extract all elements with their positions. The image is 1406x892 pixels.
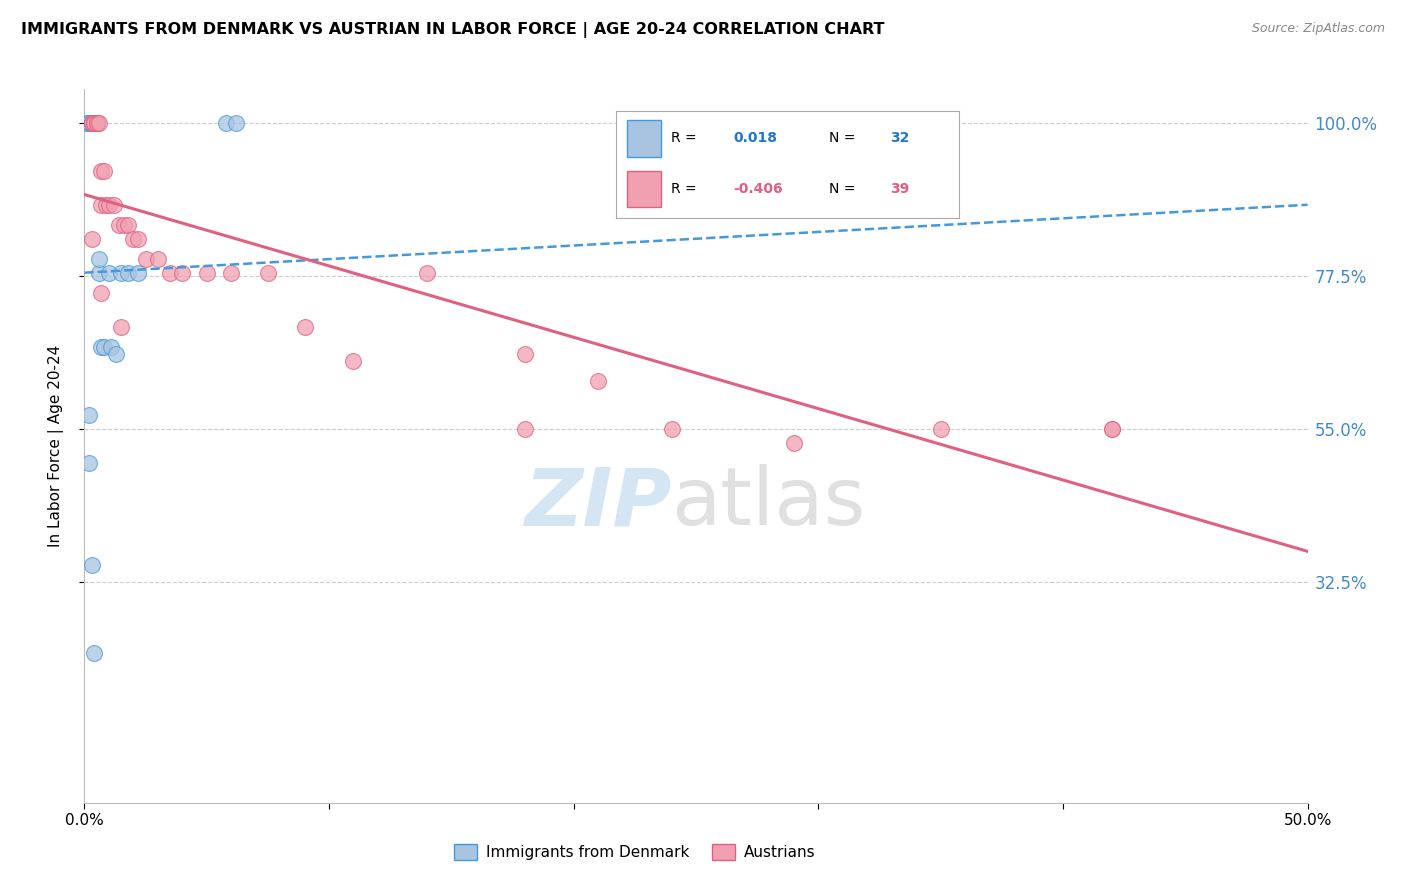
- Point: [929, 422, 952, 436]
- Point: [83, 116, 105, 130]
- Point: [80, 116, 103, 130]
- Text: IMMIGRANTS FROM DENMARK VS AUSTRIAN IN LABOR FORCE | AGE 20-24 CORRELATION CHART: IMMIGRANTS FROM DENMARK VS AUSTRIAN IN L…: [21, 22, 884, 38]
- Point: [76, 116, 98, 130]
- Point: [80, 116, 103, 130]
- Point: [127, 232, 149, 246]
- Point: [77, 116, 100, 130]
- Point: [146, 252, 169, 266]
- Point: [83, 116, 105, 130]
- Point: [342, 354, 364, 368]
- Point: [416, 266, 439, 280]
- Point: [661, 422, 683, 436]
- Point: [80, 116, 103, 130]
- Point: [93, 163, 115, 178]
- Point: [127, 266, 149, 280]
- Point: [80, 116, 103, 130]
- Point: [86, 116, 108, 130]
- Point: [80, 558, 103, 572]
- Point: [83, 116, 105, 130]
- Point: [90, 198, 112, 212]
- Point: [86, 116, 108, 130]
- Point: [1101, 422, 1123, 436]
- Point: [83, 116, 105, 130]
- Point: [513, 347, 536, 361]
- Point: [86, 116, 108, 130]
- Point: [87, 266, 110, 280]
- Point: [90, 163, 112, 178]
- Point: [96, 198, 118, 212]
- Point: [90, 286, 112, 301]
- Point: [225, 116, 247, 130]
- Point: [83, 116, 105, 130]
- Point: [172, 266, 194, 280]
- Text: ZIP: ZIP: [524, 464, 672, 542]
- Point: [93, 341, 115, 355]
- Point: [294, 320, 316, 334]
- Point: [87, 252, 110, 266]
- Point: [86, 116, 108, 130]
- Point: [112, 218, 135, 232]
- Point: [783, 435, 806, 450]
- Point: [257, 266, 280, 280]
- Point: [215, 116, 238, 130]
- Point: [195, 266, 218, 280]
- Point: [219, 266, 242, 280]
- Point: [105, 347, 128, 361]
- Point: [586, 375, 609, 389]
- Point: [80, 116, 103, 130]
- Point: [110, 266, 132, 280]
- Point: [83, 116, 105, 130]
- Point: [83, 116, 105, 130]
- Point: [83, 116, 105, 130]
- Point: [77, 116, 100, 130]
- Point: [77, 456, 100, 470]
- Point: [97, 198, 120, 212]
- Point: [80, 116, 103, 130]
- Point: [110, 320, 132, 334]
- Point: [87, 116, 110, 130]
- Point: [107, 218, 129, 232]
- Point: [86, 116, 108, 130]
- Text: atlas: atlas: [672, 464, 866, 542]
- Point: [103, 198, 125, 212]
- Point: [159, 266, 181, 280]
- Point: [513, 422, 536, 436]
- Point: [135, 252, 157, 266]
- Y-axis label: In Labor Force | Age 20-24: In Labor Force | Age 20-24: [48, 345, 63, 547]
- Point: [117, 266, 139, 280]
- Text: Source: ZipAtlas.com: Source: ZipAtlas.com: [1251, 22, 1385, 36]
- Point: [83, 646, 105, 660]
- Point: [100, 341, 122, 355]
- Legend: Immigrants from Denmark, Austrians: Immigrants from Denmark, Austrians: [447, 838, 823, 866]
- Point: [1101, 422, 1123, 436]
- Point: [77, 409, 100, 423]
- Point: [122, 232, 145, 246]
- Point: [117, 218, 139, 232]
- Point: [90, 341, 112, 355]
- Point: [97, 266, 120, 280]
- Point: [80, 232, 103, 246]
